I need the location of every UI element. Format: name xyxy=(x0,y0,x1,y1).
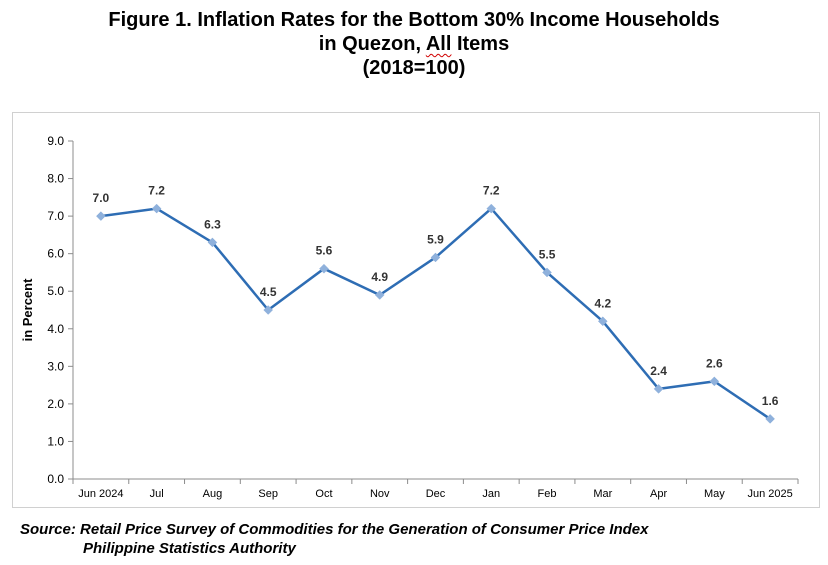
x-tick-label: Jan xyxy=(482,488,500,500)
x-tick-label: Jun 2025 xyxy=(747,488,792,500)
data-label: 5.6 xyxy=(316,244,333,258)
data-point-marker xyxy=(207,237,218,248)
data-label: 4.9 xyxy=(371,270,388,284)
data-label: 2.4 xyxy=(650,364,667,378)
x-tick-label: Apr xyxy=(650,488,667,500)
y-tick-label: 5.0 xyxy=(47,284,64,298)
title-line-3: (2018=100) xyxy=(362,57,466,79)
title-line-2-pre: in Quezon, xyxy=(318,33,426,55)
data-point-marker xyxy=(263,305,274,315)
source-note: Source: Retail Price Survey of Commoditi… xyxy=(20,520,648,558)
data-point-marker xyxy=(597,316,608,327)
data-point-marker xyxy=(486,203,497,214)
data-label: 1.6 xyxy=(762,394,779,408)
chart-title: Figure 1. Inflation Rates for the Bottom… xyxy=(0,8,828,80)
title-line-2-post: Items xyxy=(451,33,510,55)
data-point-marker xyxy=(319,263,329,274)
data-label: 6.3 xyxy=(204,217,221,231)
data-label: 5.9 xyxy=(427,232,444,246)
data-point-marker xyxy=(96,211,106,221)
y-tick-label: 9.0 xyxy=(47,134,64,148)
y-tick-label: 1.0 xyxy=(47,434,64,448)
y-tick-label: 4.0 xyxy=(47,322,64,336)
x-tick-label: Mar xyxy=(593,488,612,500)
data-label: 2.6 xyxy=(706,356,723,370)
x-tick-label: Sep xyxy=(258,488,278,500)
data-point-marker xyxy=(653,384,664,394)
x-tick-label: Nov xyxy=(370,488,390,500)
data-point-marker xyxy=(374,290,385,300)
y-tick-label: 6.0 xyxy=(47,247,64,261)
data-point-marker xyxy=(151,203,162,214)
data-point-marker xyxy=(765,414,775,424)
title-line-2-all: All xyxy=(425,33,452,55)
data-point-marker xyxy=(542,267,552,278)
x-tick-label: Oct xyxy=(315,488,332,500)
y-tick-label: 3.0 xyxy=(47,359,64,373)
x-tick-label: Aug xyxy=(203,488,223,500)
x-tick-label: Dec xyxy=(426,488,446,500)
y-tick-label: 2.0 xyxy=(47,397,64,411)
title-line-2: in Quezon, All Items xyxy=(0,32,828,56)
y-tick-label: 7.0 xyxy=(47,209,64,223)
data-label: 4.2 xyxy=(594,296,611,310)
x-tick-label: Jul xyxy=(150,488,164,500)
data-label: 7.2 xyxy=(148,184,165,198)
y-tick-label: 0.0 xyxy=(47,472,64,486)
y-tick-label: 8.0 xyxy=(47,172,64,186)
x-tick-label: Feb xyxy=(538,488,557,500)
data-label: 5.5 xyxy=(539,247,556,261)
data-point-marker xyxy=(430,252,441,263)
data-label: 7.0 xyxy=(93,191,110,205)
source-line-1: Source: Retail Price Survey of Commoditi… xyxy=(20,521,649,538)
y-axis-title: in Percent xyxy=(20,278,35,342)
plot-frame xyxy=(12,112,820,508)
data-label: 7.2 xyxy=(483,184,500,198)
data-point-marker xyxy=(709,376,720,387)
source-line-2: Philippine Statistics Authority xyxy=(83,540,296,557)
x-tick-label: Jun 2024 xyxy=(78,488,123,500)
x-tick-label: May xyxy=(704,488,725,500)
data-label: 4.5 xyxy=(260,285,277,299)
title-line-1: Figure 1. Inflation Rates for the Bottom… xyxy=(108,9,720,31)
